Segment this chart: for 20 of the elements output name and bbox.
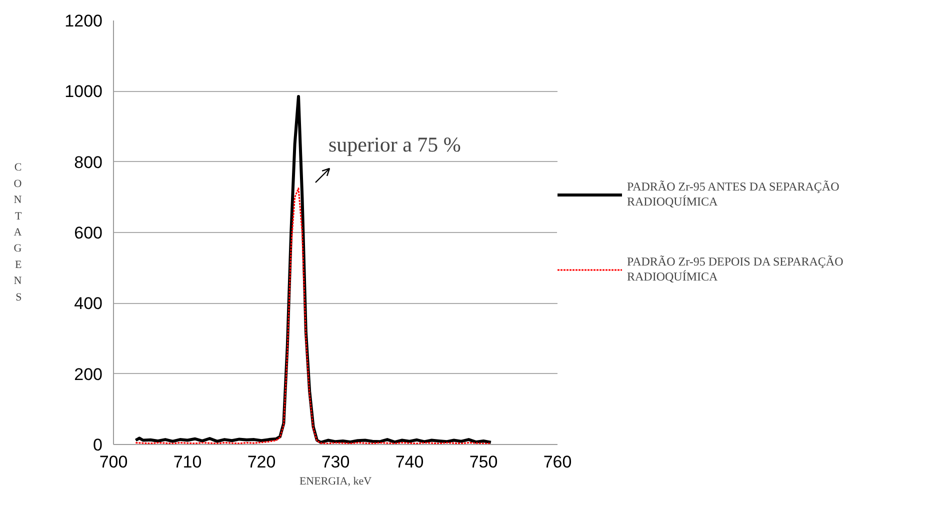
y-tick-label: 200 <box>74 364 103 384</box>
y-tick-label: 0 <box>93 436 103 454</box>
line-series <box>134 188 492 444</box>
annotation: superior a 75 % <box>328 132 461 156</box>
x-axis-title: ENERGIA, keV <box>299 476 372 488</box>
x-tick-label: 700 <box>99 452 128 472</box>
text: PADRÃO Zr-95 DEPOIS DA SEPARAÇÃO RADIOQUÍMICA <box>627 254 844 284</box>
x-tick-label: 710 <box>173 452 202 472</box>
x-tick-label: 730 <box>321 452 350 472</box>
text: PADRÃO Zr-95 ANTES DA SEPARAÇÃO RADIOQUÍMICA <box>627 180 840 210</box>
y-tick-label: 1200 <box>64 12 103 30</box>
x-tick-label: 720 <box>247 452 276 472</box>
y-tick-label: 800 <box>74 152 103 172</box>
text: CONTAGENS <box>14 162 22 304</box>
x-tick-label: 740 <box>395 452 424 472</box>
x-tick-label: 760 <box>543 452 572 472</box>
y-tick-label: 400 <box>74 294 103 314</box>
y-tick-label: 600 <box>74 224 103 242</box>
x-tick-label: 750 <box>469 452 498 472</box>
y-tick-label: 1000 <box>64 82 103 102</box>
